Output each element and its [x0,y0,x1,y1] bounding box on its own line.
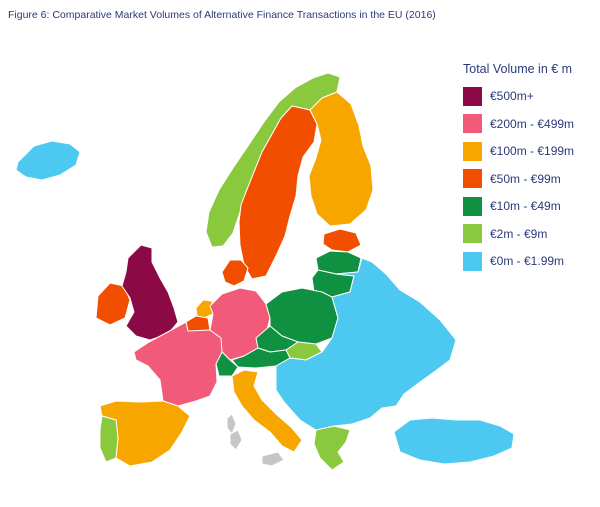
region-austria [231,347,291,369]
legend-item-10m-49m: €10m - €49m [463,195,593,217]
legend-swatch [463,196,482,216]
legend-swatch [463,224,482,243]
region-france [133,321,225,407]
legend-swatch [463,86,482,106]
legend-label: €500m+ [490,89,534,103]
no-data-areas [226,413,285,467]
region-greece [313,425,351,471]
legend-item-50m-99m: €50m - €99m [463,168,593,190]
region-turkey [393,417,515,465]
region-portugal [99,415,119,463]
region-uk [121,244,179,341]
legend-title: Total Volume in € m [463,62,573,76]
region-sweden [238,105,318,280]
region-estonia [322,228,362,253]
legend-swatch [463,114,482,133]
legend-item-2m-9m: €2m - €9m [463,223,593,245]
region-ireland [95,282,131,326]
region-eastern-europe [275,257,457,431]
region-denmark [221,259,249,287]
legend-label: €10m - €49m [490,199,561,213]
region-italy [231,369,303,453]
legend-swatch [463,169,482,188]
legend-label: €100m - €199m [490,144,575,158]
legend-swatch [463,141,482,161]
legend-label: €2m - €9m [490,226,548,241]
no-data-corsica [226,413,237,435]
region-switzerland [215,351,239,377]
legend-item-500m-plus: €500m+ [463,85,593,107]
region-netherlands [195,299,214,319]
region-iceland [15,140,81,181]
legend-swatch [463,251,482,271]
legend-label: €200m - €499m [490,116,575,131]
no-data-sardinia [229,429,243,451]
figure-title: Figure 6: Comparative Market Volumes of … [8,9,436,21]
legend-label: €50m - €99m [490,171,561,186]
region-finland [308,91,374,227]
legend-item-0m-1-99m: €0m - €1.99m [463,250,593,272]
legend: Total Volume in € m €500m+ €200m - €499m… [463,62,593,278]
legend-label: €0m - €1.99m [490,254,565,268]
legend-item-200m-499m: €200m - €499m [463,113,593,135]
no-data-sicily [261,451,285,467]
legend-item-100m-199m: €100m - €199m [463,140,593,162]
